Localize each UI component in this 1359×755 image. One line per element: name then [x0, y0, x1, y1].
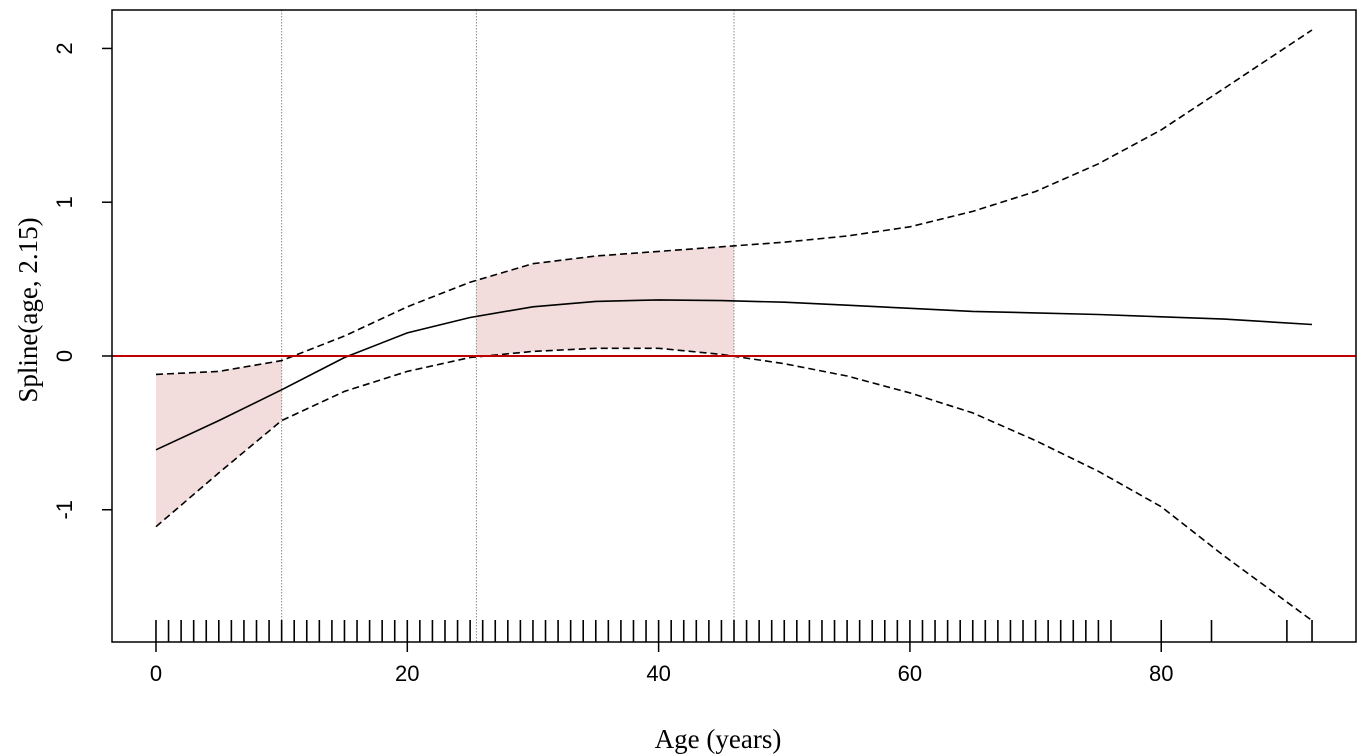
plot-frame [111, 9, 1357, 643]
y-tick-label: 1 [52, 196, 77, 208]
y-axis: -1 0 1 2 [52, 42, 112, 520]
y-tick-label: 2 [52, 42, 77, 54]
y-tick-label: -1 [52, 500, 77, 520]
y-axis-title: Spline(age, 2.15) [13, 217, 43, 402]
x-axis: 0 20 40 60 80 [150, 642, 1173, 686]
x-tick-label: 80 [1149, 661, 1173, 686]
x-tick-label: 40 [646, 661, 670, 686]
spline-estimate-line [155, 299, 1313, 451]
shaded-regions [156, 245, 734, 527]
series-layer [155, 29, 1313, 622]
shaded-region-1 [156, 360, 282, 527]
vertical-markers [281, 10, 735, 642]
x-tick-label: 0 [150, 661, 162, 686]
x-axis-title: Age (years) [655, 724, 782, 754]
rug-ticks [155, 620, 1313, 642]
upper-confidence-line [155, 29, 1313, 376]
x-tick-label: 60 [898, 661, 922, 686]
lower-confidence-line [155, 347, 1313, 622]
y-tick-label: 0 [52, 350, 77, 362]
x-tick-label: 20 [395, 661, 419, 686]
